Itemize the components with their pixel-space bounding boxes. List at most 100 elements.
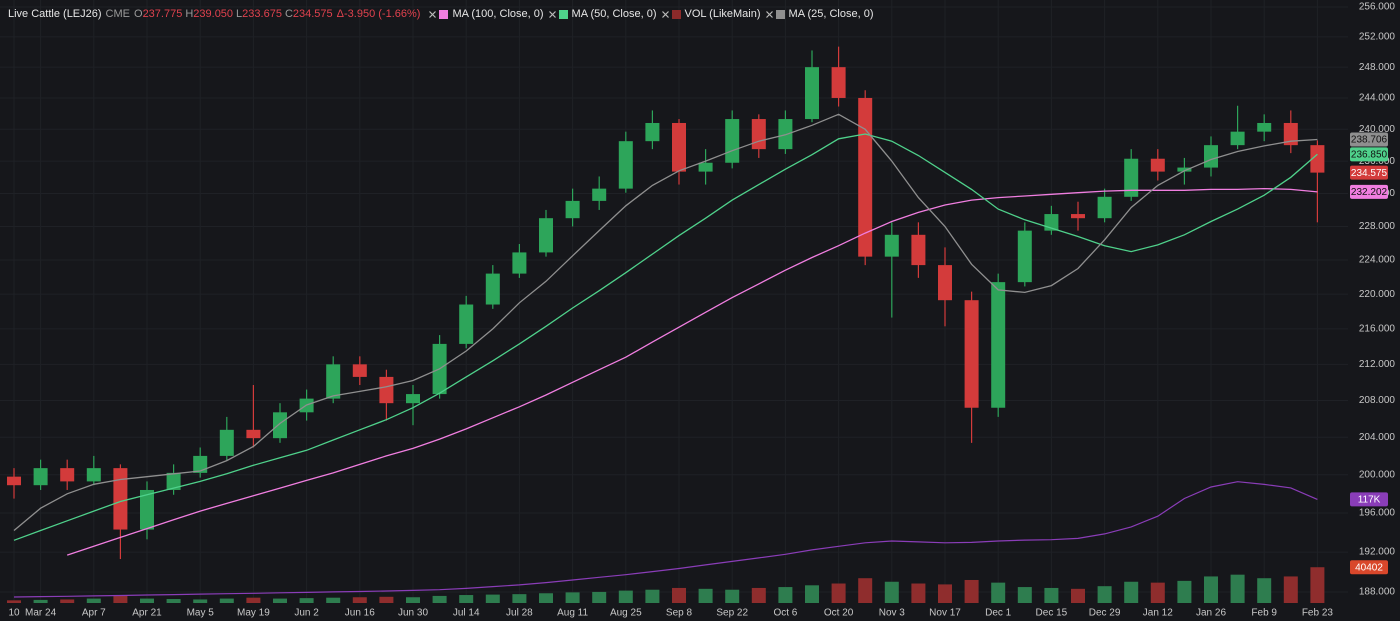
- x-tick-label: Jul 28: [506, 608, 533, 619]
- volume-bar: [219, 598, 234, 603]
- legend-label: MA (25, Close, 0): [788, 8, 874, 20]
- tag-box: [1350, 492, 1388, 507]
- tag-box: [1350, 560, 1388, 575]
- candle-body: [911, 234, 926, 266]
- x-tick-label: Jun 30: [398, 608, 428, 619]
- volume-bar: [565, 592, 580, 603]
- candle-body: [831, 67, 846, 98]
- quote-value: 233.675: [242, 8, 282, 20]
- x-tick-label: Mar 24: [25, 608, 57, 619]
- volume-bar: [698, 588, 713, 603]
- x-tick-label: Jan 26: [1196, 608, 1226, 619]
- volume-bar: [911, 583, 926, 603]
- x-tick-label: Apr 7: [82, 608, 106, 619]
- x-tick-label: Feb 23: [1302, 608, 1334, 619]
- candle-body: [246, 429, 261, 439]
- y-tick-label: 248.000: [1359, 62, 1396, 73]
- candle-body: [725, 119, 740, 163]
- candle-body: [166, 472, 181, 490]
- chart-header: Live Cattle (LEJ26) CME O237.775 H239.050…: [8, 8, 874, 20]
- y-tick-label: 212.000: [1359, 359, 1396, 370]
- x-tick-label: Jul 14: [453, 608, 480, 619]
- axis-value-tag: 117K: [1350, 492, 1388, 507]
- volume-bar: [672, 587, 686, 603]
- legend-swatch: [775, 9, 785, 19]
- remove-icon[interactable]: [765, 10, 774, 19]
- volume-bar: [539, 593, 553, 603]
- volume-bar: [512, 594, 527, 603]
- candle-body: [1097, 196, 1112, 219]
- candle-body: [1177, 167, 1192, 172]
- remove-icon[interactable]: [548, 10, 557, 19]
- quote-value: 234.575: [292, 8, 333, 20]
- candle-body: [219, 429, 234, 456]
- volume-bar: [1097, 586, 1112, 603]
- quote-value: 237.775: [142, 8, 183, 20]
- x-tick-label: 10: [8, 608, 20, 619]
- volume-bar: [858, 578, 873, 603]
- quote-value: 239.050: [193, 8, 234, 20]
- tag-box: [1350, 132, 1388, 147]
- legend-item: MA (25, Close, 0): [765, 8, 874, 20]
- quote-key: L: [236, 8, 243, 20]
- candle-body: [565, 200, 580, 219]
- volume-bar: [1150, 582, 1165, 603]
- x-tick-label: Jun 16: [345, 608, 375, 619]
- candle-body: [539, 218, 553, 253]
- candle-body: [618, 141, 633, 189]
- candle-body: [33, 468, 48, 486]
- volume-bar: [831, 583, 846, 603]
- legend-item: MA (100, Close, 0): [428, 8, 544, 20]
- candle-body: [884, 234, 899, 257]
- axis-value-tag: 40402: [1350, 560, 1388, 575]
- tag-box: [1350, 165, 1388, 180]
- legend-label: MA (100, Close, 0): [452, 8, 544, 20]
- remove-icon[interactable]: [661, 10, 670, 19]
- candle-body: [7, 476, 21, 486]
- legend-label: VOL (LikeMain): [684, 8, 761, 20]
- y-tick-label: 216.000: [1359, 324, 1396, 335]
- tag-box: [1350, 147, 1388, 162]
- candle-body: [406, 394, 420, 404]
- legend-swatch: [671, 9, 681, 19]
- x-tick-label: Dec 1: [985, 608, 1012, 619]
- axis-value-tag: 238.706: [1350, 132, 1388, 147]
- candle-body: [858, 97, 873, 257]
- candle-body: [1310, 145, 1325, 173]
- candle-body: [991, 282, 1006, 408]
- quote-key: H: [185, 8, 194, 20]
- legend-item: MA (50, Close, 0): [548, 8, 657, 20]
- quote-item: L233.675: [236, 8, 282, 20]
- candle-body: [751, 119, 766, 150]
- tag-label: 238.706: [1351, 135, 1388, 146]
- exchange: CME: [105, 8, 130, 20]
- quote: O237.775 H239.050 L233.675 C234.575: [134, 8, 333, 20]
- volume-bar: [1310, 567, 1325, 603]
- volume-bar: [1283, 576, 1298, 603]
- candle-body: [1017, 230, 1032, 283]
- x-tick-label: Oct 20: [824, 608, 854, 619]
- candle-body: [1204, 145, 1218, 168]
- candle-body: [938, 265, 952, 301]
- y-tick-label: 192.000: [1359, 547, 1396, 558]
- volume-bar: [33, 599, 48, 603]
- volume-bar: [778, 587, 793, 603]
- quote-item: H239.050: [185, 8, 233, 20]
- x-tick-label: Aug 25: [610, 608, 642, 619]
- candle-body: [645, 122, 660, 142]
- remove-icon[interactable]: [428, 10, 437, 19]
- y-tick-label: 252.000: [1359, 31, 1396, 42]
- y-tick-label: 228.000: [1359, 221, 1396, 232]
- icon-stroke: [661, 10, 669, 18]
- candle-body: [140, 489, 154, 530]
- volume-bar: [326, 597, 341, 603]
- volume-bar: [618, 590, 633, 603]
- ma-line: [13, 113, 1318, 531]
- volume-bar: [751, 587, 766, 603]
- x-tick-label: Feb 9: [1251, 608, 1277, 619]
- candle-body: [805, 67, 819, 120]
- candle-body: [672, 122, 686, 172]
- y-tick-label: 208.000: [1359, 395, 1396, 406]
